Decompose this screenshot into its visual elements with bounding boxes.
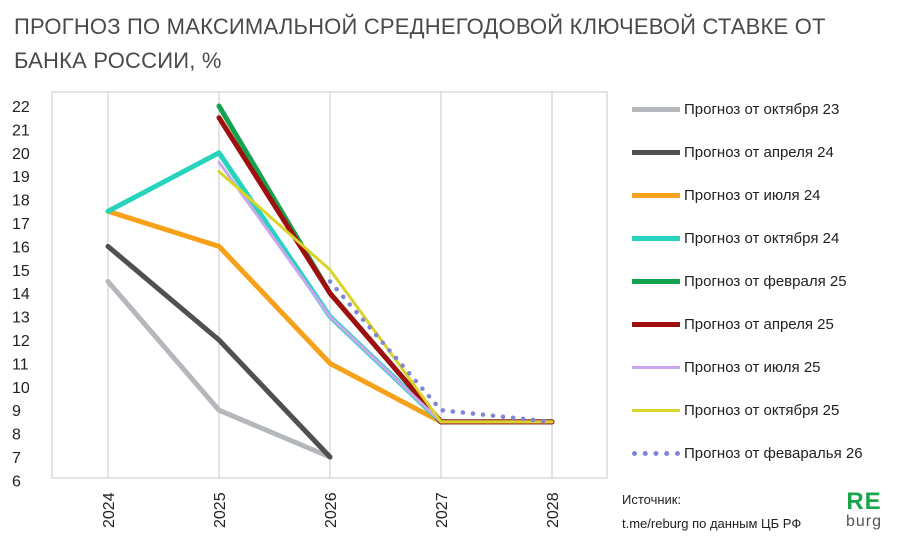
series-lines	[105, 103, 555, 460]
y-tick-label: 21	[12, 122, 30, 139]
legend-swatch	[632, 150, 680, 155]
legend-swatch	[632, 107, 680, 112]
x-tick-label: 2024	[101, 492, 118, 528]
legend-label: Прогноз от февраля 25	[684, 273, 847, 290]
legend-item: Прогноз от июля 24	[632, 174, 892, 217]
legend-label: Прогноз от октября 23	[684, 101, 840, 118]
legend-label: Прогноз от феваралья 26	[684, 445, 863, 462]
y-tick-label: 16	[12, 239, 30, 256]
legend-item: Прогноз от октября 24	[632, 217, 892, 260]
y-tick-label: 20	[12, 146, 30, 163]
y-tick-label: 9	[12, 403, 21, 420]
legend-label: Прогноз от июля 25	[684, 359, 821, 376]
y-tick-label: 22	[12, 99, 30, 116]
legend-label: Прогноз от апреля 24	[684, 144, 834, 161]
y-tick-label: 14	[12, 286, 30, 303]
reburg-logo: RE burg	[846, 490, 882, 530]
series-line-4	[216, 103, 555, 425]
legend-item: Прогноз от феваралья 26	[632, 432, 892, 475]
series-line-1	[105, 243, 333, 460]
legend-swatch	[632, 279, 680, 284]
legend-swatch	[632, 193, 680, 198]
series-line-7	[217, 170, 554, 424]
x-tick-label: 2027	[434, 492, 451, 528]
legend-swatch	[632, 451, 680, 456]
legend-item: Прогноз от октября 25	[632, 389, 892, 432]
legend-item: Прогноз от октября 23	[632, 88, 892, 131]
y-tick-label: 10	[12, 380, 30, 397]
series-line-0	[105, 279, 333, 460]
x-axis-ticks: 2024 2025 2026 2027 2028	[101, 492, 562, 528]
legend-swatch	[632, 366, 680, 369]
y-tick-label: 15	[12, 263, 30, 280]
chart-legend: Прогноз от октября 23 Прогноз от апреля 2…	[632, 88, 892, 475]
legend-label: Прогноз от октября 25	[684, 402, 840, 419]
legend-item: Прогноз от апреля 25	[632, 303, 892, 346]
legend-label: Прогноз от октября 24	[684, 230, 840, 247]
y-tick-label: 11	[12, 356, 29, 373]
y-tick-label: 19	[12, 169, 30, 186]
legend-swatch	[632, 322, 680, 327]
legend-item: Прогноз от июля 25	[632, 346, 892, 389]
legend-swatch	[632, 409, 680, 412]
legend-swatch	[632, 236, 680, 241]
chart-title: ПРОГНОЗ ПО МАКСИМАЛЬНОЙ СРЕДНЕГОДОВОЙ КЛ…	[14, 14, 826, 73]
y-axis-ticks: 6 7 8 9 10 11 12 13 14 15 16 17 18 19 20 21 22	[12, 99, 30, 490]
legend-item: Прогноз от апреля 24	[632, 131, 892, 174]
y-tick-label: 12	[12, 333, 30, 350]
logo-line2: burg	[846, 513, 883, 530]
series-line-8	[327, 279, 555, 425]
y-tick-label: 13	[12, 310, 30, 327]
x-tick-label: 2025	[212, 492, 229, 528]
legend-item: Прогноз от февраля 25	[632, 260, 892, 303]
y-tick-label: 6	[12, 473, 21, 490]
source-text: t.me/reburg по данным ЦБ РФ	[622, 516, 802, 531]
y-tick-label: 7	[12, 450, 21, 467]
y-tick-label: 8	[12, 427, 21, 444]
source-label: Источник:	[622, 492, 682, 507]
source-note: Источник: t.me/reburg по данным ЦБ РФ	[622, 488, 801, 536]
legend-label: Прогноз от июля 24	[684, 187, 821, 204]
series-line-5	[216, 115, 555, 425]
y-tick-label: 17	[12, 216, 30, 233]
logo-line1: RE	[846, 488, 882, 515]
legend-label: Прогноз от апреля 25	[684, 316, 834, 333]
x-tick-label: 2028	[545, 492, 562, 528]
x-tick-label: 2026	[323, 492, 340, 528]
y-tick-label: 18	[12, 193, 30, 210]
